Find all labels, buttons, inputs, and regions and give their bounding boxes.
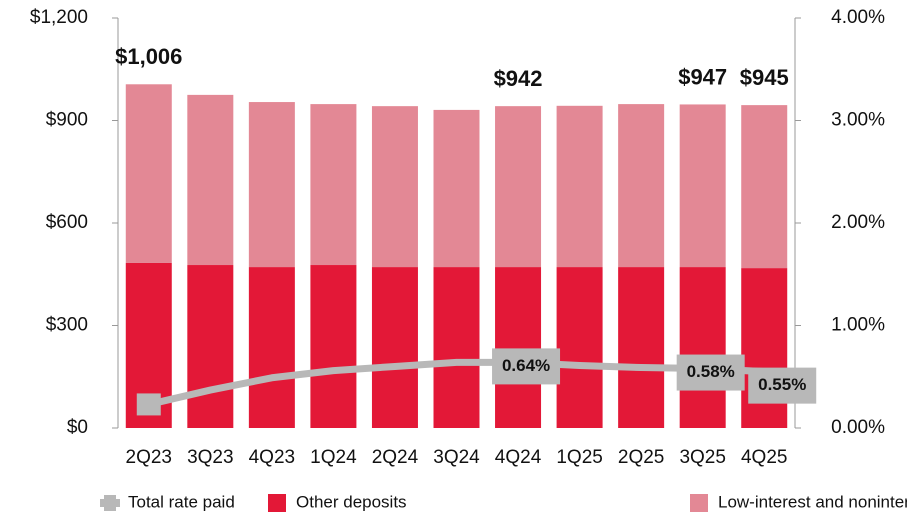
x-tick-label: 2Q25 bbox=[618, 447, 664, 468]
legend-swatch bbox=[690, 494, 708, 512]
legend-label: Low-interest and noninterest checking bbox=[718, 492, 907, 511]
bar-segment bbox=[556, 105, 603, 268]
legend-label: Other deposits bbox=[296, 492, 407, 511]
y2-tick-label: 4.00% bbox=[831, 7, 885, 28]
bar-segment bbox=[310, 104, 357, 266]
legend-marker bbox=[104, 495, 116, 511]
y-tick-label: $900 bbox=[46, 110, 88, 131]
x-tick-label: 1Q25 bbox=[556, 447, 602, 468]
bar-segment bbox=[679, 104, 726, 268]
rate-label: 0.55% bbox=[758, 375, 806, 394]
y-tick-label: $300 bbox=[46, 315, 88, 336]
bar-segment bbox=[187, 265, 234, 428]
bar-segment bbox=[556, 267, 603, 428]
bar-segment bbox=[433, 109, 480, 268]
x-tick-label: 3Q23 bbox=[187, 447, 233, 468]
y2-tick-label: 2.00% bbox=[831, 212, 885, 233]
y-tick-label: $1,200 bbox=[30, 7, 88, 28]
bar-segment bbox=[310, 265, 357, 428]
bar-segment bbox=[618, 267, 665, 428]
total-label: $945 bbox=[740, 65, 789, 90]
bar-segment bbox=[371, 267, 418, 428]
bar-segment bbox=[187, 94, 234, 266]
rate-label-box bbox=[748, 367, 817, 404]
total-label: $942 bbox=[494, 66, 543, 91]
bar-segment bbox=[618, 104, 665, 268]
rate-line bbox=[147, 358, 765, 408]
rate-label-box bbox=[492, 348, 561, 385]
bar-segment bbox=[248, 267, 295, 428]
y2-tick-label: 3.00% bbox=[831, 110, 885, 131]
x-tick-label: 1Q24 bbox=[310, 447, 357, 468]
total-label: $947 bbox=[678, 64, 727, 89]
bar-segment bbox=[248, 102, 295, 268]
bar-segment bbox=[495, 267, 542, 428]
y-tick-label: $600 bbox=[46, 212, 88, 233]
x-tick-label: 4Q23 bbox=[249, 447, 295, 468]
bar-segment bbox=[495, 106, 542, 268]
total-label: $1,006 bbox=[115, 44, 182, 69]
legend-label: Total rate paid bbox=[128, 492, 235, 511]
y2-tick-label: 0.00% bbox=[831, 417, 885, 438]
rate-label: 0.58% bbox=[687, 362, 735, 381]
legend-swatch bbox=[268, 494, 286, 512]
bar-segment bbox=[741, 105, 788, 269]
rate-label-box bbox=[676, 354, 745, 391]
y-tick-label: $0 bbox=[67, 417, 88, 438]
bar-segment bbox=[125, 84, 172, 263]
bar-segment bbox=[679, 267, 726, 428]
bar-segment bbox=[433, 267, 480, 428]
rate-label: 0.64% bbox=[502, 356, 550, 375]
bar-segment bbox=[371, 106, 418, 268]
y2-tick-label: 1.00% bbox=[831, 315, 885, 336]
x-tick-label: 2Q23 bbox=[126, 447, 172, 468]
x-tick-label: 3Q25 bbox=[679, 447, 725, 468]
x-tick-label: 4Q24 bbox=[495, 447, 542, 468]
x-tick-label: 2Q24 bbox=[372, 447, 419, 468]
bar-segment bbox=[741, 268, 788, 428]
x-tick-label: 3Q24 bbox=[433, 447, 480, 468]
x-tick-label: 4Q25 bbox=[741, 447, 787, 468]
rate-marker bbox=[136, 393, 161, 416]
